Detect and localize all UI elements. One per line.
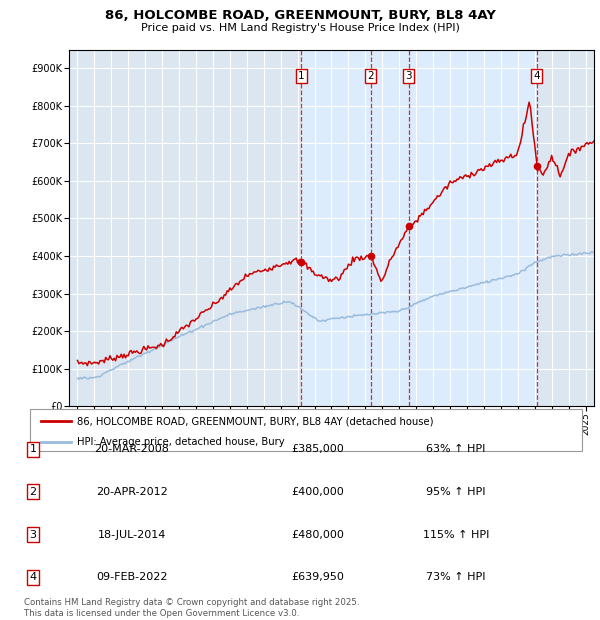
Text: Contains HM Land Registry data © Crown copyright and database right 2025.
This d: Contains HM Land Registry data © Crown c… [24, 598, 359, 618]
Text: 20-APR-2012: 20-APR-2012 [96, 487, 168, 497]
Text: 86, HOLCOMBE ROAD, GREENMOUNT, BURY, BL8 4AY (detached house): 86, HOLCOMBE ROAD, GREENMOUNT, BURY, BL8… [77, 416, 433, 426]
Bar [301, 50, 536, 406]
Text: 1: 1 [29, 444, 37, 454]
Text: £385,000: £385,000 [292, 444, 344, 454]
Text: 3: 3 [29, 529, 37, 539]
Text: 63% ↑ HPI: 63% ↑ HPI [427, 444, 485, 454]
Text: 18-JUL-2014: 18-JUL-2014 [98, 529, 166, 539]
Text: 95% ↑ HPI: 95% ↑ HPI [426, 487, 486, 497]
Text: 2: 2 [29, 487, 37, 497]
Text: 4: 4 [533, 71, 540, 81]
Text: £400,000: £400,000 [292, 487, 344, 497]
Text: 1: 1 [298, 71, 305, 81]
Text: 2: 2 [367, 71, 374, 81]
Text: 4: 4 [29, 572, 37, 582]
Text: 20-MAR-2008: 20-MAR-2008 [95, 444, 169, 454]
Text: Price paid vs. HM Land Registry's House Price Index (HPI): Price paid vs. HM Land Registry's House … [140, 23, 460, 33]
Text: £639,950: £639,950 [292, 572, 344, 582]
Text: 73% ↑ HPI: 73% ↑ HPI [426, 572, 486, 582]
Text: 115% ↑ HPI: 115% ↑ HPI [423, 529, 489, 539]
Text: HPI: Average price, detached house, Bury: HPI: Average price, detached house, Bury [77, 437, 284, 447]
Text: 86, HOLCOMBE ROAD, GREENMOUNT, BURY, BL8 4AY: 86, HOLCOMBE ROAD, GREENMOUNT, BURY, BL8… [104, 9, 496, 22]
Text: 09-FEB-2022: 09-FEB-2022 [96, 572, 168, 582]
Text: 3: 3 [405, 71, 412, 81]
Text: £480,000: £480,000 [292, 529, 344, 539]
